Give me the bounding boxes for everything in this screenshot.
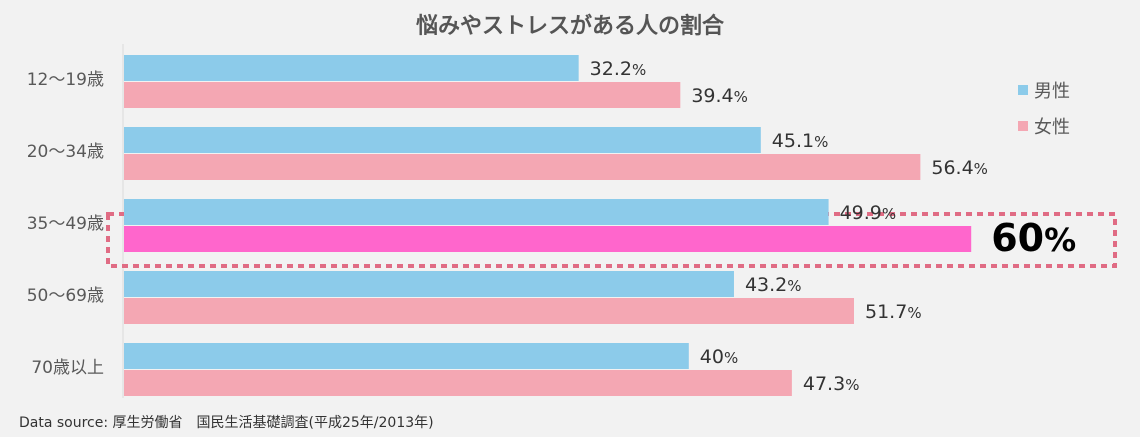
data-label: 51.7% bbox=[865, 301, 922, 323]
bar bbox=[124, 82, 681, 108]
data-label: 43.2% bbox=[745, 274, 802, 296]
legend: 男性 女性 bbox=[1018, 72, 1070, 144]
bar bbox=[124, 298, 855, 324]
highlight-box bbox=[106, 212, 1117, 268]
legend-item-female: 女性 bbox=[1018, 108, 1070, 144]
data-label: 47.3% bbox=[803, 373, 860, 395]
category-label: 12～19歳 bbox=[27, 70, 104, 90]
category-label: 70歳以上 bbox=[31, 358, 104, 378]
data-label: 39.4% bbox=[691, 85, 748, 107]
category-label: 35～49歳 bbox=[27, 214, 104, 234]
bar bbox=[124, 370, 792, 396]
data-label: 32.2% bbox=[590, 58, 647, 80]
data-label: 45.1% bbox=[772, 130, 829, 152]
category-label: 20～34歳 bbox=[27, 142, 104, 162]
bar bbox=[124, 199, 829, 225]
data-label: 49.9% bbox=[840, 202, 897, 224]
chart-title: 悩みやストレスがある人の割合 bbox=[415, 14, 724, 39]
data-label: 56.4% bbox=[931, 157, 988, 179]
bar bbox=[124, 127, 761, 153]
legend-label-female: 女性 bbox=[1034, 117, 1070, 138]
data-label: 40% bbox=[700, 346, 738, 368]
legend-swatch-male bbox=[1018, 85, 1028, 95]
legend-swatch-female bbox=[1018, 121, 1028, 131]
bar bbox=[124, 226, 972, 252]
legend-label-male: 男性 bbox=[1034, 81, 1070, 102]
legend-item-male: 男性 bbox=[1018, 72, 1070, 108]
data-label: 60% bbox=[991, 216, 1076, 260]
category-label: 50～69歳 bbox=[27, 286, 104, 306]
data-source-note: Data source: 厚生労働省 国民生活基礎調査(平成25年/2013年) bbox=[19, 415, 434, 431]
bar bbox=[124, 271, 734, 297]
bar bbox=[124, 154, 921, 180]
bar bbox=[124, 55, 579, 81]
bar bbox=[124, 343, 689, 369]
